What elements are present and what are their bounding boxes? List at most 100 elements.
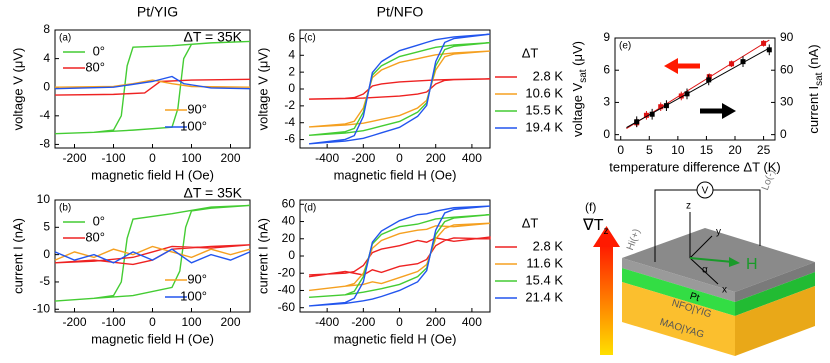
y2-tick-label: 30 [780, 95, 794, 109]
label-unit: (nA) [806, 44, 821, 72]
y-tick-label: -20 [278, 265, 296, 279]
x-tick-label: -200 [351, 151, 375, 165]
y2label-axis-label: current Isat (nA) [806, 44, 824, 133]
legend-label: 90° [187, 101, 207, 116]
data-point [643, 112, 649, 118]
panel-label: (c) [304, 33, 316, 44]
arrows [664, 58, 736, 119]
legend-label: 90° [187, 271, 207, 286]
fit-line [626, 47, 770, 128]
loop-line [54, 79, 251, 88]
x-tick-label: 0 [149, 151, 156, 165]
y-tick-label: 8 [43, 22, 50, 36]
y2-tick-label: 90 [780, 30, 794, 44]
y-tick-label: 0 [288, 248, 295, 262]
y2-tick-label: 60 [780, 62, 794, 76]
y-axis-label: current I (nA) [255, 218, 270, 294]
loop-line [54, 248, 251, 264]
loop-line [54, 78, 251, 96]
angle-label: α [702, 265, 708, 276]
y-tick-label: 2 [288, 64, 295, 78]
y-tick-label: 6 [288, 31, 295, 45]
panel-label: (b) [59, 203, 71, 214]
ylabel-axis-label: voltage Vsat (μV) [570, 41, 588, 137]
data-point [663, 103, 669, 109]
y-tick-label: 6 [603, 62, 610, 76]
panel-label: (e) [619, 41, 631, 52]
data-point [761, 40, 767, 46]
x-tick-label: 0 [396, 315, 403, 329]
y-tick-label: 5 [43, 219, 50, 233]
y-tick-label: 4 [43, 51, 50, 65]
label-sub: sat [578, 69, 589, 83]
x-tick-label: 400 [462, 315, 482, 329]
legend-title: ΔT [522, 45, 539, 60]
x-tick-label: 100 [181, 151, 201, 165]
legend-label: 15.5 K [525, 102, 563, 117]
y-tick-label: -8 [39, 137, 50, 151]
y-tick-label: 0 [43, 79, 50, 93]
y-tick-label: 60 [282, 196, 296, 210]
gradient-label: ∇Tz [582, 217, 608, 236]
y-tick-label: 40 [282, 214, 296, 228]
meter-label: V [702, 186, 709, 197]
x-tick-label: 200 [426, 151, 446, 165]
legend-label: 10.6 K [525, 85, 563, 100]
annotation: ΔT = 35K [183, 185, 242, 201]
gradient-symbol: ∇T [582, 217, 604, 234]
x-tick-label: 100 [181, 315, 201, 329]
x-tick-label: 200 [426, 315, 446, 329]
loop-line [308, 50, 491, 128]
axis-z: z [686, 201, 691, 212]
chart-title: Pt/NFO [377, 4, 424, 20]
x-tick-label: 200 [220, 315, 240, 329]
x-axis-label: magnetic field H (Oe) [334, 167, 457, 182]
loop-line [308, 236, 491, 278]
axis-y: y [716, 227, 721, 238]
loop-line [54, 245, 251, 261]
y-tick-label: 20 [282, 231, 296, 245]
x-tick-label: -200 [62, 151, 86, 165]
x-tick-label: -200 [62, 315, 86, 329]
y2-tick-label: 0 [780, 127, 787, 141]
y-tick-label: -2 [284, 98, 295, 112]
legend-label: 100° [180, 288, 207, 303]
panel-label: (a) [59, 33, 71, 44]
annotation: ΔT = 35K [183, 29, 242, 45]
hi-label: Hi(+) [625, 228, 643, 252]
y-tick-label: -40 [278, 283, 296, 297]
data-point [658, 104, 664, 110]
data-point [729, 61, 735, 67]
sample-diagram: (f) ∇Tz V Hi(+) Lo(-) x y z α H Pt NFO|Y… [582, 168, 815, 356]
plot-frame [299, 29, 491, 149]
x-tick-label: 0 [396, 151, 403, 165]
x-tick-label: -400 [315, 315, 339, 329]
data-point [634, 119, 640, 125]
x-tick-label: 10 [671, 143, 685, 157]
y-tick-label: -6 [284, 132, 295, 146]
panel-label: (d) [304, 203, 316, 214]
loop-line [54, 204, 251, 302]
label-unit: (μV) [570, 41, 585, 69]
panel-label: (f) [585, 200, 596, 214]
legend-label: 100° [180, 118, 207, 133]
field-label: H [746, 256, 758, 273]
loop-line [308, 213, 491, 299]
data-point [706, 74, 712, 80]
y-tick-label: 4 [288, 47, 295, 61]
x-axis-label: magnetic field H (Oe) [91, 331, 214, 346]
y-axis-label: current I (nA) [10, 218, 25, 294]
loop-line [309, 78, 491, 100]
axis-x: x [722, 285, 727, 296]
legend-label: 0° [93, 43, 105, 58]
chart-title: Pt/YIG [137, 4, 178, 20]
y-tick-label: 3 [603, 95, 610, 109]
data-point [678, 93, 684, 99]
data-point [706, 77, 712, 83]
label-text: current I [806, 86, 821, 134]
legend-label: 2.8 K [533, 238, 564, 253]
legend-label: 15.4 K [525, 272, 563, 287]
legend-label: 11.6 K [526, 255, 563, 270]
data-point [740, 59, 746, 65]
